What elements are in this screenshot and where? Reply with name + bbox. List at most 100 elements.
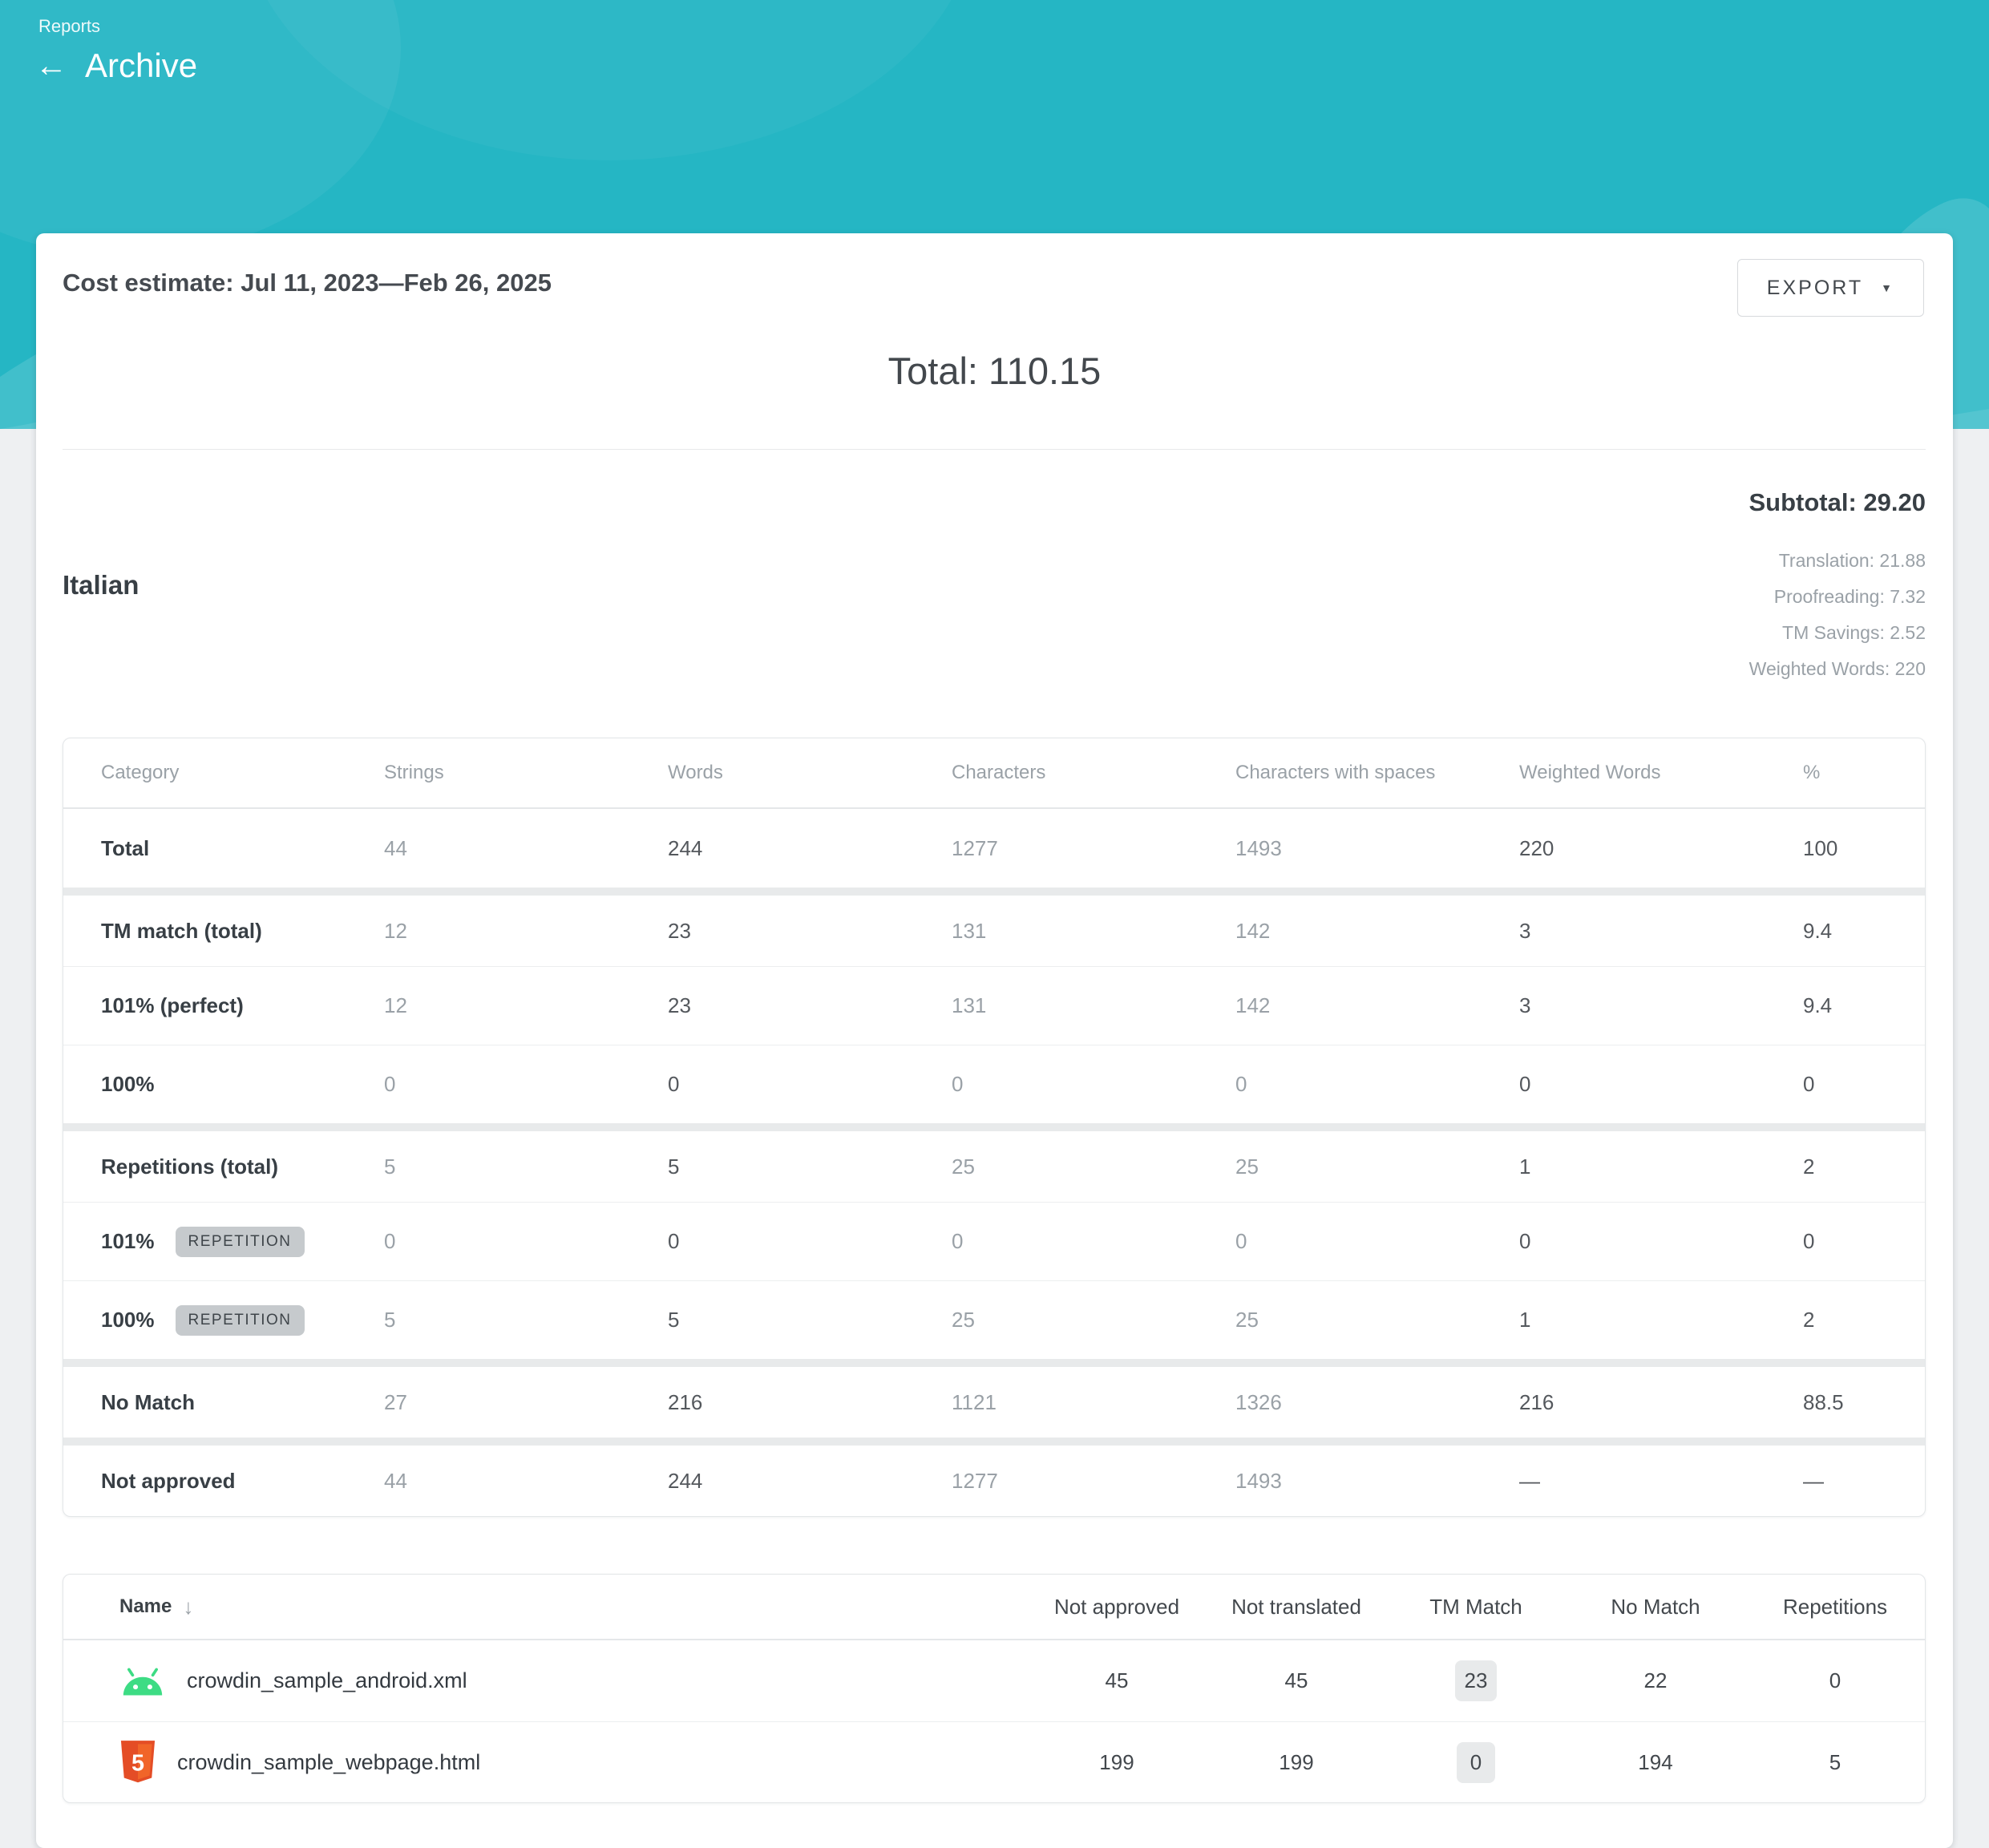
cell-value: 3 (1519, 993, 1531, 1017)
cell-value: 5 (384, 1154, 396, 1179)
cell-value: 1121 (952, 1389, 997, 1414)
column-header-value: % (1803, 762, 1821, 783)
cell-value: 100 (1803, 835, 1838, 860)
column-header-value: Words (668, 762, 723, 783)
category-label: Not approved (101, 1469, 384, 1494)
category-text: Repetitions (total) (101, 1154, 278, 1179)
cell-value: 220 (1519, 835, 1554, 860)
cell-value: 0 (1235, 1229, 1247, 1253)
chevron-down-icon: ▼ (1881, 281, 1894, 294)
cell-value: 27 (384, 1389, 407, 1414)
cell-value: 1493 (1235, 1468, 1282, 1493)
html5-icon: 5 (119, 1741, 156, 1784)
file-row[interactable]: crowdin_sample_android.xml 45 45 23 22 0 (63, 1640, 1925, 1721)
category-label: No Match (101, 1390, 384, 1415)
cell-value: 0 (384, 1229, 396, 1253)
export-button[interactable]: EXPORT ▼ (1736, 259, 1924, 317)
column-header-value: Not translated (1231, 1594, 1361, 1619)
cell-value: 2 (1803, 1154, 1815, 1179)
language-subtotal: Subtotal: 29.20 (1748, 488, 1926, 516)
cell-value: 0 (668, 1229, 680, 1253)
cell-value: 1326 (1235, 1389, 1282, 1414)
detail-translation: Translation: 21.88 (1778, 550, 1926, 571)
report-title: Cost estimate: Jul 11, 2023—Feb 26, 2025 (63, 269, 552, 297)
cell-value: 12 (384, 993, 407, 1017)
category-table: Category Strings Words Characters Characters… (63, 738, 1926, 1517)
cell-value: 25 (952, 1154, 975, 1179)
category-text: 100% (101, 1308, 155, 1332)
back-arrow-icon[interactable]: ← (35, 48, 67, 83)
file-name-column-header[interactable]: Name ↓ (63, 1595, 1027, 1620)
detail-weighted-words: Weighted Words: 220 (1748, 658, 1926, 679)
cell-value: 0 (1803, 1229, 1815, 1253)
cell-value: 25 (1235, 1308, 1259, 1332)
sort-descending-icon[interactable]: ↓ (183, 1594, 194, 1619)
category-label: 101% (perfect) (101, 993, 384, 1018)
cell-value: 216 (1519, 1389, 1554, 1414)
cell-value: 44 (384, 835, 407, 860)
category-text: Not approved (101, 1468, 236, 1493)
cell-value: 131 (952, 918, 987, 943)
file-name-cell: crowdin_sample_android.xml (63, 1665, 1027, 1697)
cell-value: 23 (668, 918, 691, 943)
cell-value: 1 (1519, 1308, 1531, 1332)
detail-tm-savings: TM Savings: 2.52 (1782, 622, 1926, 643)
language-name: Italian (63, 570, 139, 600)
cell-value: 216 (668, 1389, 703, 1414)
cell-value: 0 (1519, 1229, 1531, 1253)
table-row: 100% REPETITION 5 5 25 25 1 2 (63, 1280, 1925, 1359)
android-icon (119, 1665, 166, 1697)
category-label: Total (101, 836, 384, 861)
cell-value: 194 (1638, 1749, 1673, 1774)
cell-value: 88.5 (1803, 1389, 1844, 1414)
cell-value: 0 (1829, 1668, 1841, 1692)
repetition-badge: REPETITION (175, 1226, 305, 1257)
report-card: Cost estimate: Jul 11, 2023—Feb 26, 2025… (36, 233, 1953, 1848)
cell-value: 244 (668, 835, 703, 860)
file-name: crowdin_sample_webpage.html (177, 1749, 481, 1774)
file-table-body: crowdin_sample_android.xml 45 45 23 22 0 5 crow… (63, 1640, 1925, 1802)
cell-value: 1 (1519, 1154, 1531, 1179)
cell-value: 142 (1235, 918, 1271, 943)
column-header-value: Characters with spaces (1235, 762, 1436, 783)
category-label: 100% REPETITION (101, 1304, 384, 1336)
tm-match-badge: 0 (1457, 1741, 1495, 1783)
cell-value: 23 (1386, 1660, 1566, 1701)
cell-value: 199 (1279, 1749, 1314, 1774)
table-row: Total 44 244 1277 1493 220 100 (63, 809, 1925, 888)
section-divider (63, 449, 1926, 450)
column-header-value: Characters (952, 762, 1046, 783)
category-label: 101% REPETITION (101, 1226, 384, 1257)
cell-value: 0 (1386, 1741, 1566, 1783)
tm-match-badge: 23 (1454, 1660, 1498, 1701)
cell-value: 0 (668, 1072, 680, 1096)
cell-value: 199 (1099, 1749, 1134, 1774)
name-header-label: Name (119, 1595, 172, 1617)
table-row: No Match 27 216 1121 1326 216 88.5 (63, 1359, 1925, 1438)
cell-value: 142 (1235, 993, 1271, 1017)
column-header-value: No Match (1611, 1594, 1700, 1619)
file-name: crowdin_sample_android.xml (187, 1668, 467, 1692)
file-row[interactable]: 5 crowdin_sample_webpage.html 199 199 0 194 5 (63, 1721, 1925, 1802)
cell-value: 0 (384, 1072, 396, 1096)
repetition-badge: REPETITION (175, 1304, 305, 1336)
breadcrumb-reports[interactable]: Reports (38, 16, 101, 36)
grand-total: Total: 110.15 (887, 350, 1102, 392)
cell-value: 25 (1235, 1154, 1259, 1179)
category-text: 101% (perfect) (101, 993, 244, 1017)
cell-value: 5 (1829, 1749, 1841, 1774)
category-text: 100% (101, 1072, 155, 1096)
category-table-header: Category Strings Words Characters Characters… (63, 738, 1925, 809)
page-title-archive[interactable]: ← Archive (35, 47, 197, 85)
cell-value: 5 (668, 1154, 680, 1179)
cell-value: 244 (668, 1468, 703, 1493)
cell-value: 5 (384, 1308, 396, 1332)
cell-value: 0 (1803, 1072, 1815, 1096)
table-row: TM match (total) 12 23 131 142 3 9.4 (63, 888, 1925, 966)
cell-value: 23 (668, 993, 691, 1017)
cell-value: 0 (952, 1072, 964, 1096)
category-text: Total (101, 835, 150, 860)
html5-icon: 5 (120, 1741, 156, 1783)
column-header-value: Strings (384, 762, 444, 783)
category-text: 101% (101, 1229, 155, 1253)
